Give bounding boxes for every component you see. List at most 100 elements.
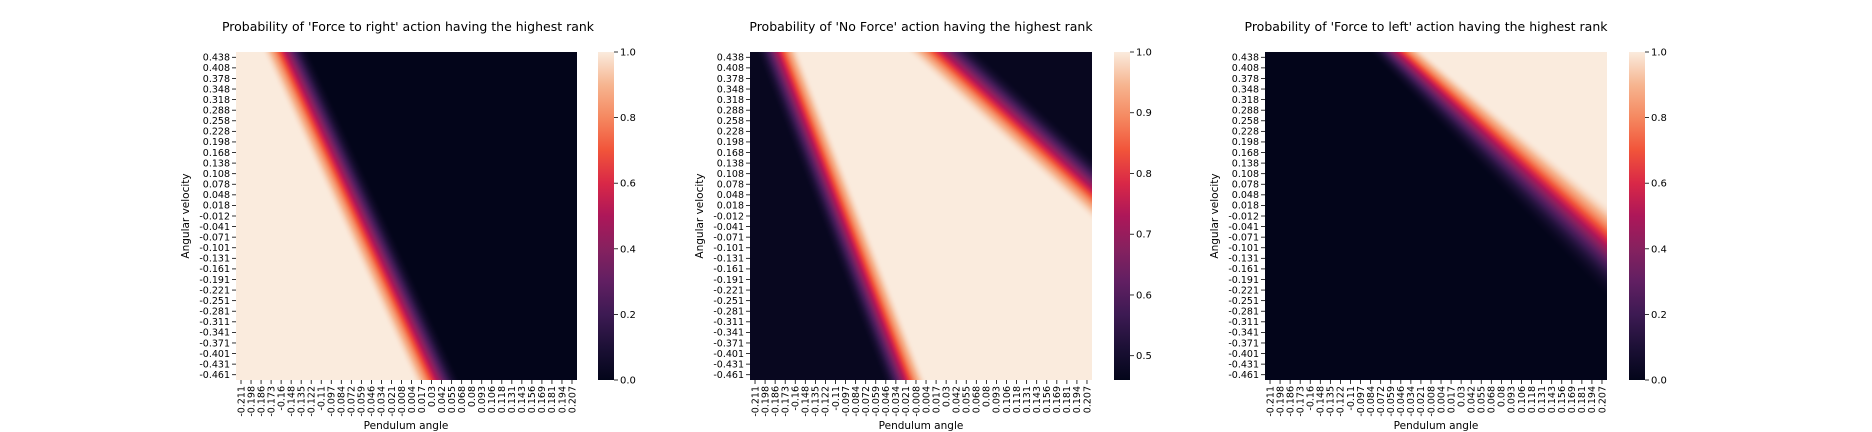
y-tick-label: 0.108 <box>717 169 744 180</box>
colorbar-tick-label: 0.9 <box>1136 108 1152 119</box>
x-tick-label: -0.059 <box>1386 386 1397 417</box>
heatmap-image <box>236 52 577 380</box>
y-tick-label: -0.012 <box>713 211 744 222</box>
y-tick-label: 0.408 <box>1232 63 1259 74</box>
y-tick-label: -0.161 <box>1228 264 1259 275</box>
y-tick-label: -0.131 <box>713 254 744 265</box>
x-tick-label: 0.194 <box>1587 386 1598 413</box>
y-axis-label: Angular velocity <box>694 173 706 258</box>
x-tick-label: 0.181 <box>1577 386 1588 413</box>
x-tick-label: -0.008 <box>911 386 922 417</box>
x-tick-label: -0.173 <box>266 386 277 417</box>
chart-title: Probability of 'Force to right' action h… <box>222 19 595 34</box>
chart-title: Probability of 'No Force' action having … <box>749 19 1093 34</box>
y-tick-label: -0.341 <box>199 328 230 339</box>
x-tick-label: -0.198 <box>760 386 771 417</box>
colorbar-tick-label: 1.0 <box>1136 48 1152 59</box>
x-tick-label: 0.118 <box>1012 386 1023 413</box>
y-tick-label: 0.078 <box>717 180 744 191</box>
x-tick-label: 0.131 <box>1537 386 1548 413</box>
x-tick-label: 0.004 <box>921 386 932 413</box>
colorbar: 0.5 0.6 0.7 0.8 0.9 1.0 <box>1114 48 1152 380</box>
y-tick-label: 0.168 <box>1232 148 1259 159</box>
colorbar-tick-label: 0.8 <box>1651 113 1667 124</box>
x-tick-labels: -0.211 -0.198 -0.186 -0.173 -0.16 -0.148 -0.13… <box>236 380 578 417</box>
x-tick-label: 0.207 <box>1082 386 1093 413</box>
y-tick-label: 0.198 <box>203 137 230 148</box>
y-tick-label: 0.258 <box>717 116 744 127</box>
y-tick-label: -0.461 <box>713 370 744 381</box>
y-tick-label: -0.431 <box>713 359 744 370</box>
colorbar: 0.0 0.2 0.4 0.6 0.8 1.0 <box>598 48 636 387</box>
y-tick-label: -0.101 <box>713 243 744 254</box>
x-tick-labels: -0.211 -0.198 -0.186 -0.173 -0.16 -0.148 -0.13… <box>1265 380 1608 417</box>
y-axis-label: Angular velocity <box>180 173 192 258</box>
y-tick-label: -0.191 <box>199 275 230 286</box>
y-tick-label: 0.018 <box>203 201 230 212</box>
y-tick-label: 0.108 <box>203 169 230 180</box>
y-tick-labels: 0.4380.4080.3780.3480.3180.2880.2580.228… <box>1228 53 1265 381</box>
y-tick-label: -0.012 <box>199 211 230 222</box>
y-tick-label: -0.431 <box>199 359 230 370</box>
x-tick-label: 0.143 <box>1547 386 1558 413</box>
x-tick-label: 0.169 <box>537 386 548 413</box>
x-tick-label: 0.143 <box>517 386 528 413</box>
y-tick-label: 0.228 <box>717 127 744 138</box>
x-tick-label: -0.122 <box>1336 386 1347 417</box>
y-tick-label: 0.138 <box>1232 158 1259 169</box>
y-tick-label: -0.431 <box>1228 359 1259 370</box>
colorbar: 0.0 0.2 0.4 0.6 0.8 1.0 <box>1629 48 1667 387</box>
y-tick-label: 0.438 <box>717 53 744 64</box>
x-tick-label: 0.08 <box>982 386 993 407</box>
x-tick-label: -0.097 <box>327 386 338 417</box>
colorbar-tick-label: 0.8 <box>1136 169 1152 180</box>
y-tick-label: -0.341 <box>1228 328 1259 339</box>
y-tick-label: 0.348 <box>1232 84 1259 95</box>
y-tick-label: 0.408 <box>717 63 744 74</box>
colorbar-tick-labels: 0.0 0.2 0.4 0.6 0.8 1.0 <box>614 48 636 387</box>
x-tick-label: 0.156 <box>1042 386 1053 413</box>
y-tick-label: -0.101 <box>199 243 230 254</box>
x-tick-label: 0.131 <box>1022 386 1033 413</box>
y-tick-label: 0.228 <box>1232 127 1259 138</box>
colorbar-gradient <box>1114 52 1130 380</box>
y-tick-label: -0.071 <box>199 232 230 243</box>
x-tick-label: -0.046 <box>1396 386 1407 417</box>
colorbar-tick-labels: 0.0 0.2 0.4 0.6 0.8 1.0 <box>1645 48 1667 387</box>
x-tick-label: 0.106 <box>1517 386 1528 413</box>
x-tick-label: 0.042 <box>1467 386 1478 413</box>
colorbar-tick-label: 0.2 <box>1651 310 1667 321</box>
y-tick-label: -0.161 <box>713 264 744 275</box>
y-tick-label: -0.071 <box>713 232 744 243</box>
y-axis-label: Angular velocity <box>1209 173 1221 258</box>
y-tick-label: -0.401 <box>713 349 744 360</box>
colorbar-tick-label: 1.0 <box>620 48 636 59</box>
colorbar-tick-label: 1.0 <box>1651 48 1667 59</box>
x-axis-label: Pendulum angle <box>1394 420 1479 432</box>
y-tick-label: 0.378 <box>203 74 230 85</box>
y-tick-label: 0.378 <box>717 74 744 85</box>
x-tick-label: -0.148 <box>1316 386 1327 417</box>
panel-force-right: Probability of 'Force to right' action h… <box>180 19 636 432</box>
colorbar-tick-label: 0.8 <box>620 113 636 124</box>
x-tick-label: -0.084 <box>337 386 348 417</box>
y-tick-label: 0.348 <box>717 84 744 95</box>
colorbar-tick-label: 0.6 <box>1651 179 1667 190</box>
x-tick-label: -0.008 <box>397 386 408 417</box>
x-tick-label: -0.211 <box>1265 386 1276 417</box>
x-tick-label: -0.135 <box>296 386 307 417</box>
y-tick-label: -0.191 <box>713 275 744 286</box>
x-tick-label: -0.034 <box>377 386 388 417</box>
x-tick-label: 0.131 <box>507 386 518 413</box>
y-tick-label: 0.408 <box>203 63 230 74</box>
y-tick-label: 0.018 <box>717 201 744 212</box>
y-tick-label: -0.401 <box>1228 349 1259 360</box>
y-tick-label: 0.168 <box>203 148 230 159</box>
x-tick-label: -0.097 <box>841 386 852 417</box>
x-tick-label: -0.198 <box>1275 386 1286 417</box>
y-tick-label: 0.288 <box>203 105 230 116</box>
x-tick-label: -0.186 <box>256 386 267 417</box>
x-tick-label: 0.093 <box>1507 386 1518 413</box>
y-tick-label: -0.041 <box>199 222 230 233</box>
colorbar-tick-labels: 0.5 0.6 0.7 0.8 0.9 1.0 <box>1130 48 1152 362</box>
